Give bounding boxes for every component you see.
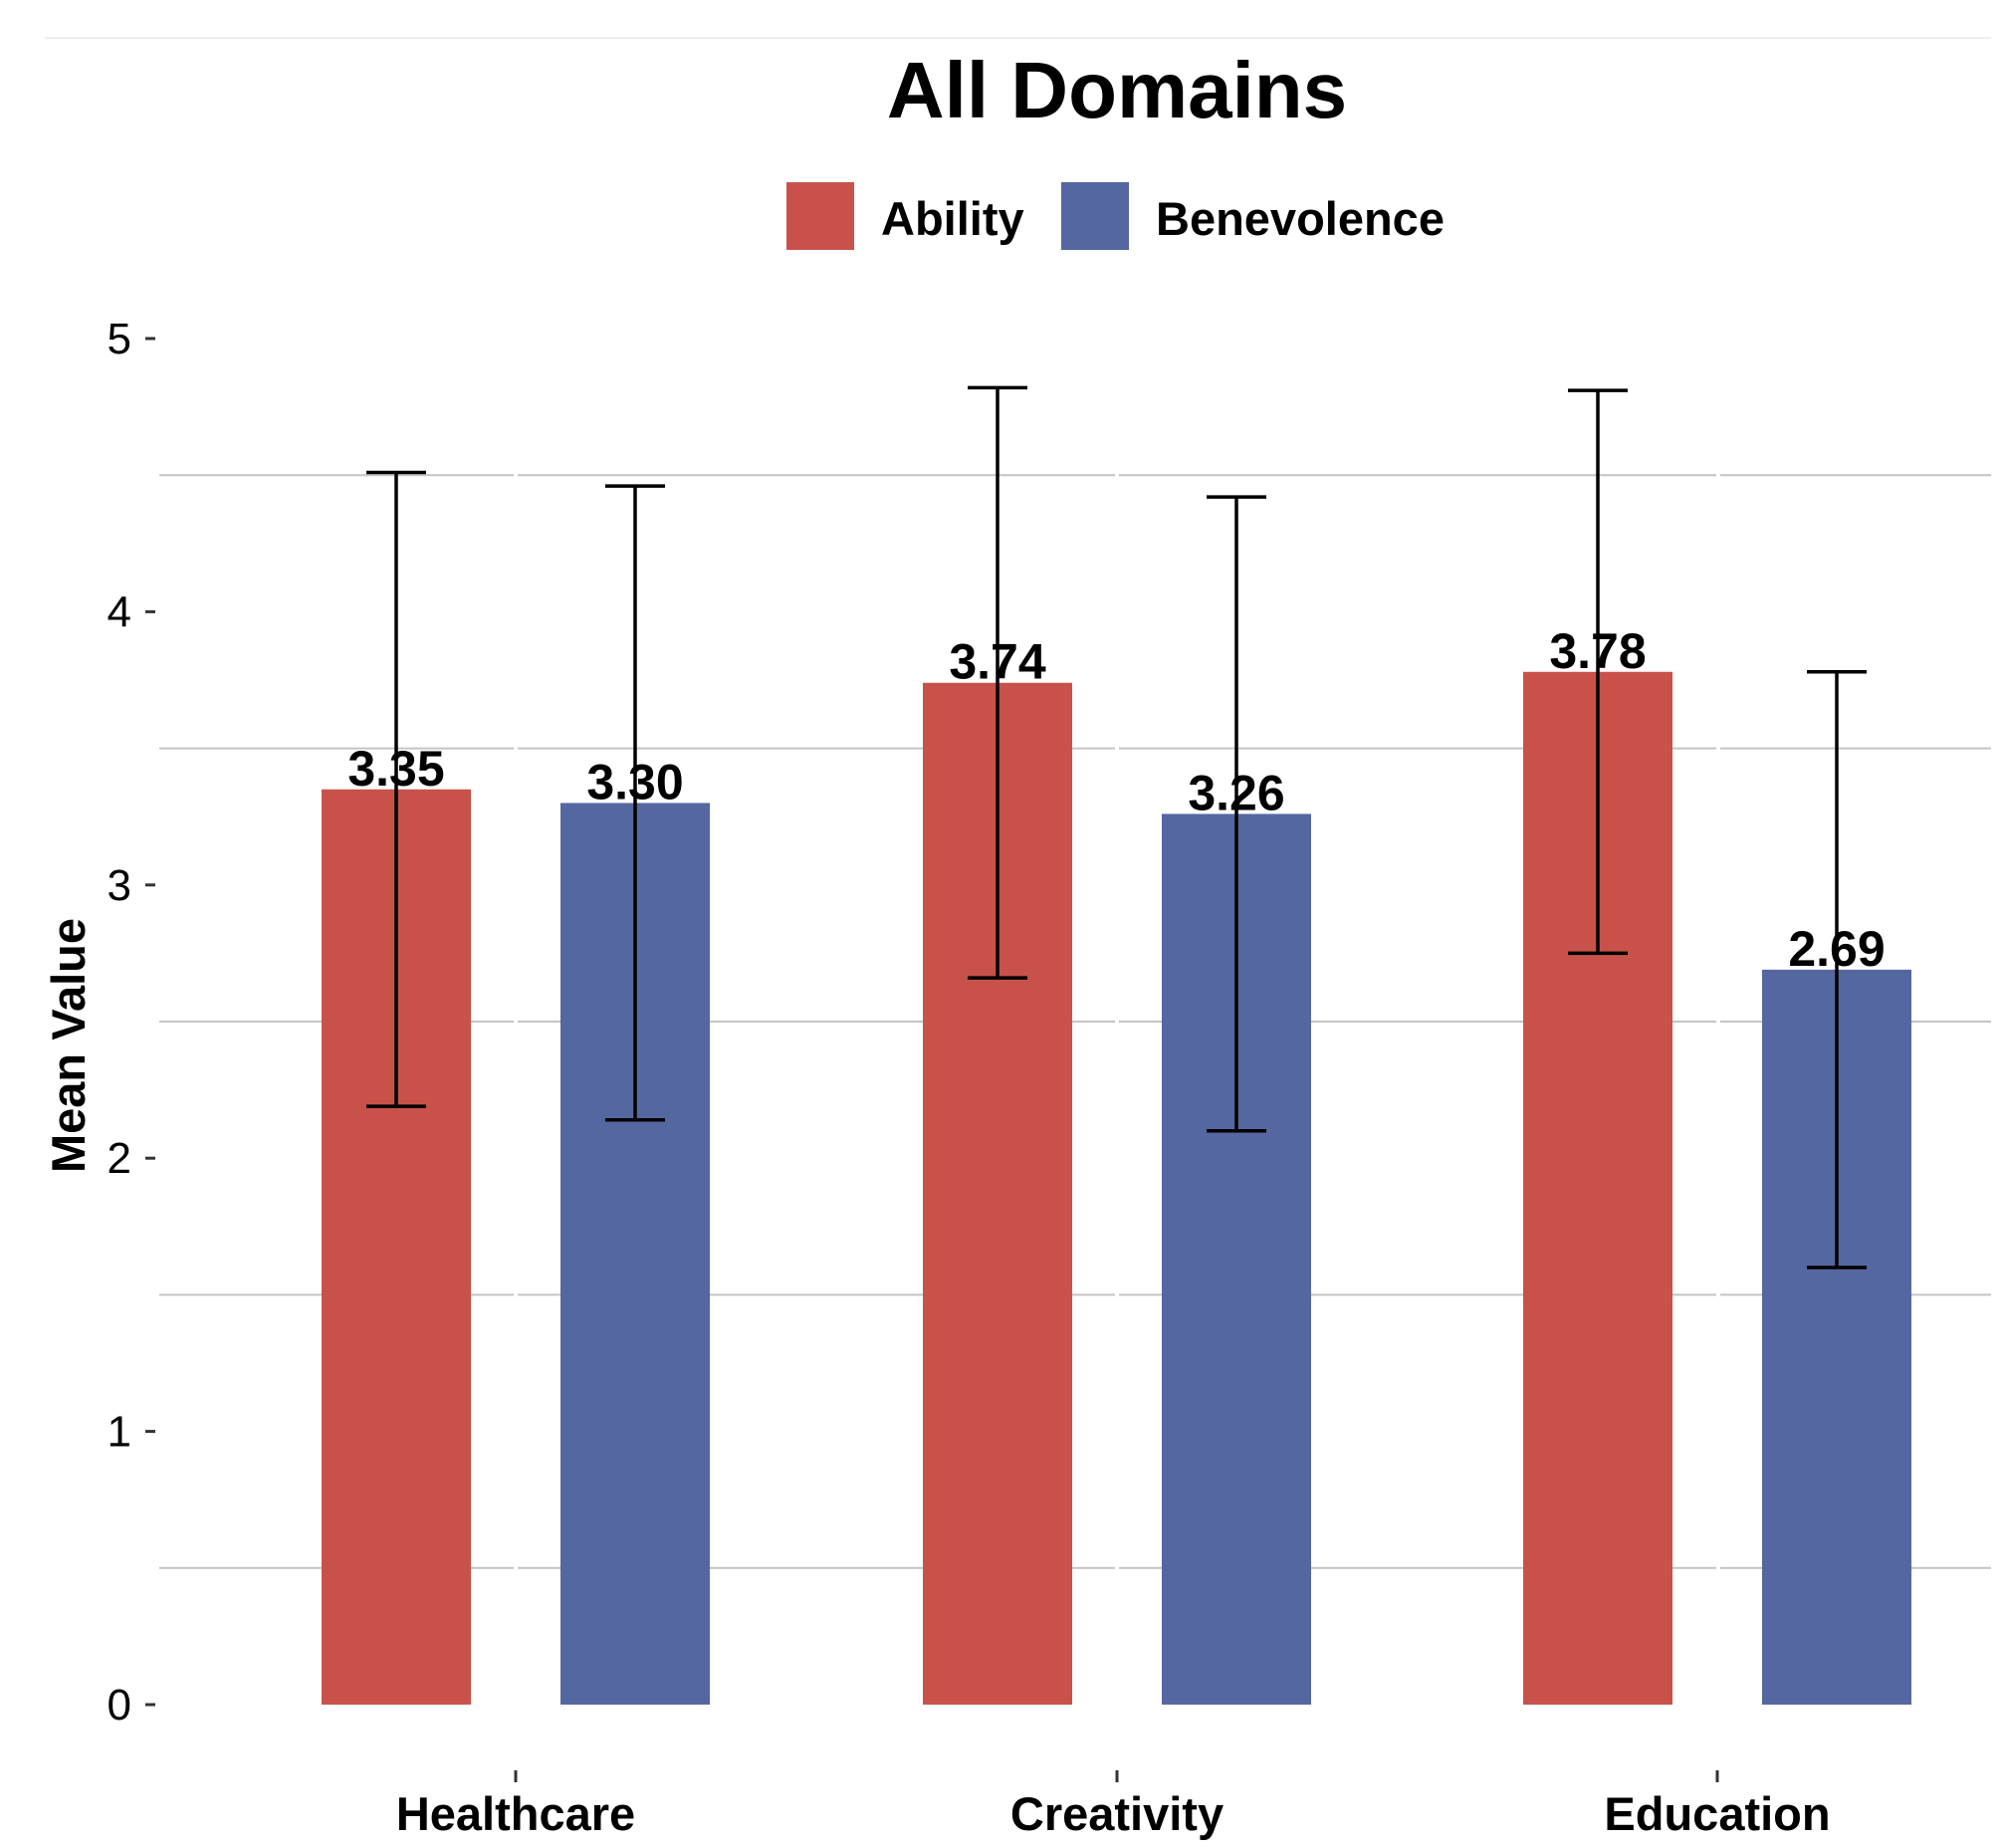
data-label-ability-education: 3.78 — [1549, 623, 1646, 679]
y-tick-label: 5 — [108, 315, 131, 363]
data-label-ability-healthcare: 3.35 — [347, 741, 444, 797]
legend-label-benevolence: Benevolence — [1156, 192, 1445, 245]
x-tick-label-creativity: Creativity — [1010, 1787, 1224, 1840]
x-tick-label-healthcare: Healthcare — [396, 1787, 635, 1840]
chart-title: All Domains — [887, 46, 1347, 134]
y-axis-label: Mean Value — [42, 918, 95, 1173]
data-label-ability-creativity: 3.74 — [949, 634, 1046, 690]
y-tick-label: 2 — [108, 1134, 131, 1183]
data-labels: 3.35 3.74 3.78 3.30 3.26 2.69 — [347, 623, 1885, 977]
y-tick-label: 0 — [108, 1681, 131, 1730]
legend-label-ability: Ability — [881, 192, 1024, 245]
y-tick-label: 1 — [108, 1408, 131, 1457]
error-bars — [366, 385, 1867, 1270]
y-tick-label: 4 — [108, 587, 131, 636]
y-tick-label: 3 — [108, 861, 131, 910]
legend-swatch-benevolence — [1061, 182, 1129, 250]
x-axis: Healthcare Creativity Education — [396, 1770, 1831, 1840]
x-tick-label-education: Education — [1604, 1787, 1830, 1840]
legend-swatch-ability — [786, 182, 854, 250]
y-axis: 0 1 2 3 4 5 — [108, 315, 155, 1730]
data-label-benevolence-education: 2.69 — [1788, 921, 1885, 977]
bars — [322, 671, 1911, 1705]
data-label-benevolence-healthcare: 3.30 — [586, 754, 683, 809]
data-label-benevolence-creativity: 3.26 — [1188, 765, 1284, 820]
legend: Ability Benevolence — [786, 182, 1445, 250]
